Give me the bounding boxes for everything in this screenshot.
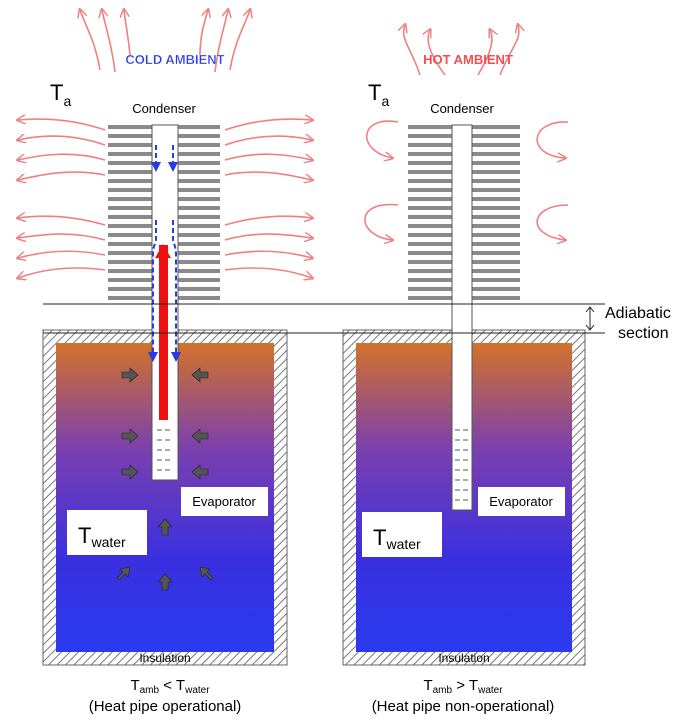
heat-pipe <box>451 124 473 511</box>
vapor-arrow <box>155 244 171 258</box>
condenser-label: Condenser <box>132 101 196 116</box>
water-temp: Twater <box>373 525 421 552</box>
evaporator-label: Evaporator <box>489 494 553 509</box>
insulation-label: Insulation <box>139 651 190 665</box>
ambient-label: HOT AMBIENT <box>423 52 513 67</box>
status: (Heat pipe non-operational) <box>372 698 555 715</box>
ambient-label: COLD AMBIENT <box>125 52 224 67</box>
water-temp: Twater <box>78 523 126 550</box>
twater-box <box>362 512 442 557</box>
relation: Tamb > Twater <box>423 677 503 696</box>
adiabatic-label: section <box>618 325 669 342</box>
status: (Heat pipe operational) <box>89 698 242 715</box>
ambient-airflow <box>18 10 569 278</box>
adiabatic-boundaries <box>43 303 605 334</box>
condenser-label: Condenser <box>430 101 494 116</box>
evaporator-box <box>181 487 268 516</box>
liquid <box>157 429 469 501</box>
adiabatic-label: Adiabatic <box>605 305 671 322</box>
ambient-temp: Ta <box>368 80 389 109</box>
evaporator-label: Evaporator <box>192 494 256 509</box>
relation: Tamb < Twater <box>130 677 210 696</box>
condensate-flow <box>148 145 181 362</box>
evaporator-box <box>478 487 565 516</box>
twater-box <box>67 510 147 555</box>
ambient-temp: Ta <box>50 80 71 109</box>
insulation-label: Insulation <box>438 651 489 665</box>
convection-arrows <box>116 367 214 591</box>
